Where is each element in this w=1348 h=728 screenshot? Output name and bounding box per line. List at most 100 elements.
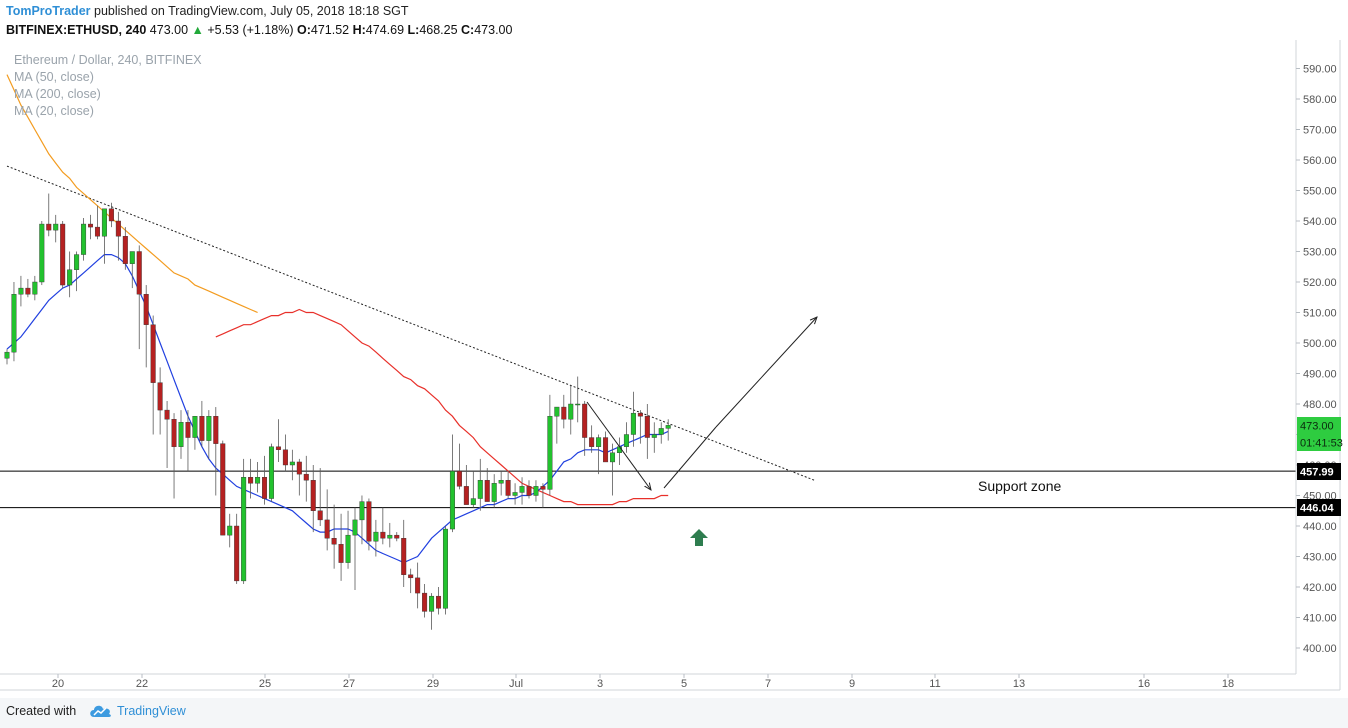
bear-candle [484,480,490,502]
bear-candle [540,486,546,490]
breakout-arrow [715,317,817,428]
bear-candle [366,501,372,542]
bull-candle [630,412,636,435]
bear-candle [199,416,205,441]
author-link[interactable]: TomProTrader [6,4,91,18]
support-top-badge [1297,463,1341,480]
y-tick-label: 590.00 [1303,64,1337,76]
bear-candle [463,486,469,505]
tradingview-link[interactable]: TradingView [117,704,186,718]
bear-candle [303,473,309,481]
bull-candle [610,452,616,463]
x-tick-label: Jul [509,678,523,690]
bear-candle [394,534,400,539]
y-tick-label: 440.00 [1303,521,1337,533]
countdown-text: 01:41:53 [1300,438,1343,450]
bear-candle [380,531,386,539]
footer-bar: Created with TradingView [0,698,1348,728]
buy-up-arrow-icon [690,529,708,546]
ma50-line [215,308,669,506]
legend-ma200[interactable]: MA (200, close) [14,87,101,101]
y-tick-label: 550.00 [1303,186,1337,198]
current-price-text: 473.00 [1300,421,1334,433]
bull-candle [373,531,379,542]
bear-candle [143,294,149,325]
bear-candle [408,574,414,579]
bear-candle [415,577,421,594]
bounce-line [663,426,717,489]
ma200-line [6,74,258,314]
pullback-arrow [586,401,651,490]
bear-candle [603,437,609,463]
trendline-layer [6,165,815,481]
bull-candle [498,480,504,484]
bull-candle [345,534,351,563]
change-value: +5.53 (+1.18%) [203,23,294,37]
bear-candle [60,223,66,286]
bull-candle [359,501,365,521]
y-tick-label: 510.00 [1303,308,1337,320]
bull-candle [477,480,483,499]
bull-candle [554,406,560,417]
symbol-label[interactable]: BITFINEX:ETHUSD, 240 [6,23,147,37]
x-tick-label: 13 [1013,678,1025,690]
x-tick-label: 25 [259,678,271,690]
chart-header: TomProTrader published on TradingView.co… [0,0,1348,40]
bear-candle [25,287,31,295]
low-value: 468.25 [419,23,458,37]
bull-candle [547,416,553,490]
bear-candle [310,480,316,511]
bear-candle [88,223,94,228]
ma20-line [6,254,669,564]
price-chart[interactable]: Ethereum / Dollar, 240, BITFINEX MA (50,… [0,40,1348,698]
close-label: C: [457,23,475,37]
bear-candle [94,226,100,237]
bull-candle [651,434,657,438]
bull-candle [4,351,10,359]
bull-candle [616,446,622,454]
bull-candle [387,534,393,539]
bull-candle [533,486,539,496]
candles-layer [4,193,671,630]
bull-candle [623,434,629,447]
bull-candle [227,525,233,536]
bull-candle [178,422,184,447]
x-tick-label: 18 [1222,678,1234,690]
bear-candle [296,461,302,475]
bull-candle [568,403,574,420]
bear-candle [526,486,532,496]
created-with-text: Created with [6,704,77,718]
bear-candle [164,409,170,420]
x-tick-label: 20 [52,678,64,690]
last-price: 473.00 [146,23,192,37]
chart-background [0,40,1348,698]
bear-candle [275,446,281,450]
x-tick-label: 9 [849,678,855,690]
bull-candle [192,416,198,438]
x-tick-label: 22 [136,678,148,690]
support-bottom-badge [1297,499,1341,516]
bear-candle [213,416,219,444]
bull-candle [129,251,135,264]
bull-candle [596,437,602,447]
bear-candle [150,324,156,383]
bull-candle [101,208,107,237]
bear-candle [171,419,177,447]
bear-candle [324,519,330,539]
bull-candle [53,223,59,231]
bull-candle [665,425,671,429]
legend-title: Ethereum / Dollar, 240, BITFINEX [14,53,202,67]
bull-candle [575,403,581,406]
legend-ma50[interactable]: MA (50, close) [14,70,94,84]
bull-candle [11,294,17,353]
current-price-badge [1297,417,1341,434]
bear-candle [108,208,114,222]
drawings-layer [586,317,817,546]
bear-candle [115,220,121,237]
bull-candle [74,254,80,271]
open-label: O: [293,23,311,37]
publish-line: TomProTrader published on TradingView.co… [6,4,409,18]
bear-candle [185,422,191,438]
legend-ma20[interactable]: MA (20, close) [14,104,94,118]
bear-candle [644,416,650,438]
